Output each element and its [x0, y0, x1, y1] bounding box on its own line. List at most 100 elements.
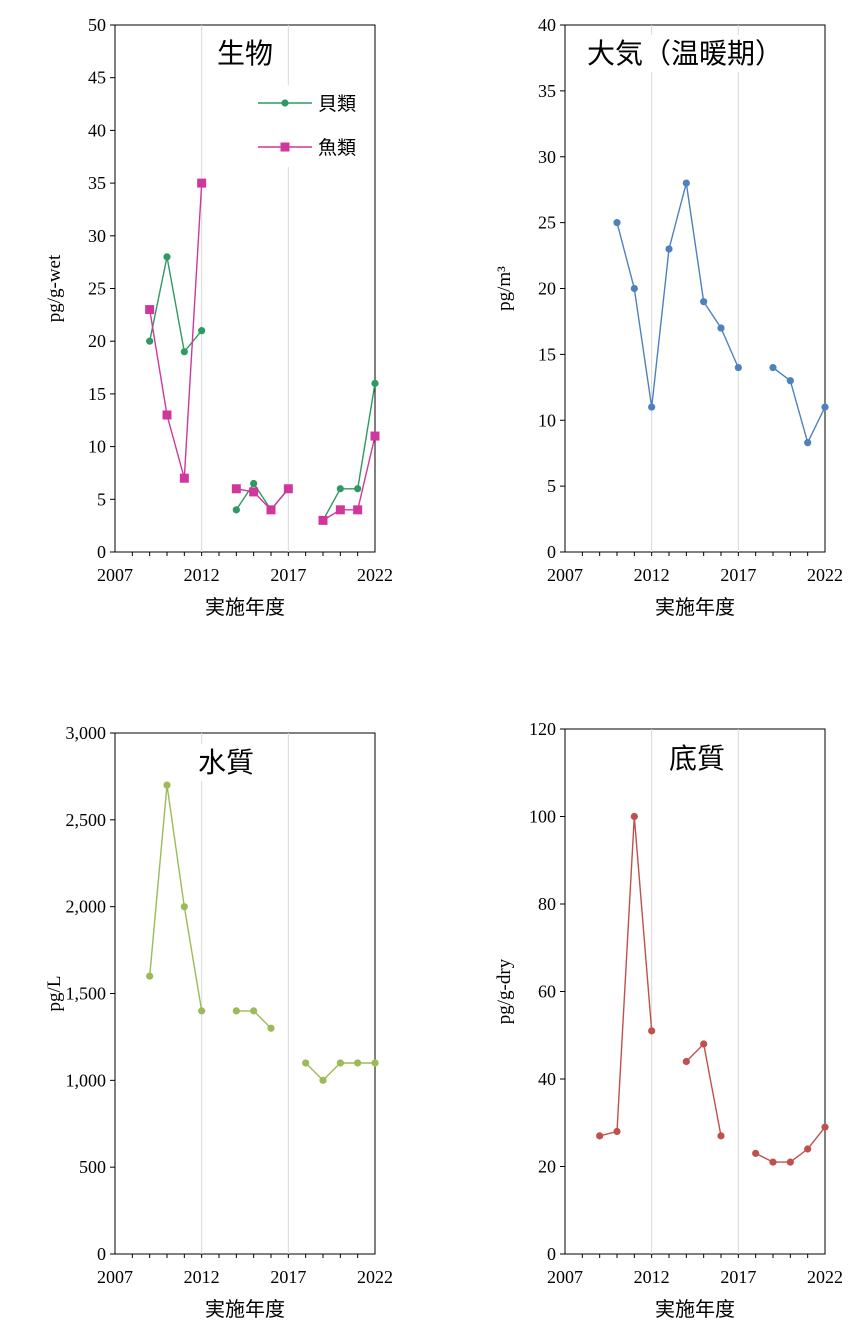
legend-label: 魚類 — [318, 137, 356, 159]
data-point — [232, 1007, 240, 1015]
plot-frame — [564, 24, 826, 553]
y-tick-label: 15 — [538, 344, 556, 364]
plot-frame — [114, 732, 376, 1255]
chart-title-backdrop — [193, 744, 259, 781]
data-point — [682, 179, 690, 187]
data-point — [198, 1007, 206, 1015]
x-tick-label: 2022 — [357, 565, 393, 585]
y-tick-label: 1,500 — [66, 984, 107, 1004]
y-tick-label: 30 — [88, 226, 106, 246]
data-point — [163, 781, 171, 789]
y-tick-label: 40 — [88, 120, 106, 140]
x-axis-title: 実施年度 — [205, 595, 285, 619]
data-point — [700, 298, 708, 306]
y-axis-title: pg/m³ — [494, 266, 515, 311]
data-point — [232, 506, 240, 514]
y-tick-label: 0 — [97, 1244, 106, 1264]
data-point — [250, 1007, 258, 1015]
series-line — [236, 488, 289, 511]
y-tick-label: 25 — [88, 279, 106, 299]
x-tick-label: 2012 — [184, 1267, 220, 1287]
x-axis-title: 実施年度 — [205, 1297, 285, 1321]
data-point — [648, 403, 656, 411]
y-tick-label: 20 — [538, 1157, 556, 1177]
x-tick-label: 2007 — [547, 565, 583, 585]
y-tick-label: 10 — [88, 437, 106, 457]
chart-title: 水質 — [198, 746, 254, 779]
data-point — [319, 1076, 327, 1084]
data-point — [302, 1059, 310, 1067]
y-tick-label: 80 — [538, 894, 556, 914]
data-point — [353, 505, 363, 515]
data-point — [162, 410, 172, 420]
data-point — [700, 1040, 708, 1048]
series-line — [599, 816, 653, 1137]
x-tick-label: 2017 — [720, 1267, 756, 1287]
y-tick-label: 45 — [88, 68, 106, 88]
data-point — [786, 377, 794, 385]
y-tick-label: 50 — [88, 15, 106, 35]
x-tick-label: 2007 — [97, 565, 133, 585]
data-point — [231, 484, 241, 494]
x-axis-title: 実施年度 — [655, 1297, 735, 1321]
x-tick-label: 2017 — [270, 1267, 306, 1287]
data-point — [163, 253, 171, 261]
series-2 — [145, 178, 380, 525]
y-tick-label: 40 — [538, 15, 556, 35]
y-tick-label: 5 — [97, 489, 106, 509]
data-point — [734, 363, 742, 372]
chart-title: 大気（温暖期） — [587, 37, 783, 70]
series-line — [772, 367, 826, 445]
data-point — [146, 972, 154, 980]
data-point — [786, 1158, 794, 1166]
data-point — [821, 1123, 829, 1131]
x-tick-label: 2022 — [807, 565, 843, 585]
data-point — [335, 505, 345, 515]
data-point — [354, 485, 362, 493]
y-tick-label: 25 — [538, 213, 556, 233]
data-point — [180, 348, 188, 356]
y-tick-label: 40 — [538, 1069, 556, 1089]
legend-box — [246, 85, 369, 167]
data-point — [250, 479, 258, 488]
data-point — [180, 903, 188, 911]
x-tick-label: 2017 — [720, 565, 756, 585]
data-point — [179, 473, 189, 483]
data-point — [648, 1027, 656, 1035]
data-point — [267, 1024, 275, 1032]
data-point — [145, 305, 155, 315]
x-tick-label: 2012 — [634, 1267, 670, 1287]
data-point — [613, 219, 621, 227]
x-axis-title: 実施年度 — [655, 595, 735, 619]
chart-1: 0 5 10 15 20 25 30 35 40 45 50 2007 2012 2017 2022 実施年度… — [44, 15, 393, 619]
series-line — [149, 183, 203, 479]
y-axis-title: pg/L — [44, 976, 65, 1012]
x-tick-label: 2007 — [97, 1267, 133, 1287]
data-point — [769, 1158, 777, 1166]
chart-title-backdrop — [582, 35, 788, 72]
x-tick-label: 2022 — [357, 1267, 393, 1287]
y-tick-label: 0 — [547, 542, 556, 562]
y-tick-label: 5 — [547, 476, 556, 496]
legend-entry: 魚類 — [258, 137, 356, 159]
chart-title-backdrop — [212, 35, 278, 72]
series-1 — [146, 781, 379, 1084]
y-tick-label: 15 — [88, 384, 106, 404]
y-tick-label: 0 — [97, 542, 106, 562]
y-tick-label: 2,500 — [66, 810, 107, 830]
data-point — [283, 484, 293, 494]
plot-frame — [564, 728, 826, 1255]
data-point — [318, 515, 328, 525]
data-point — [630, 812, 638, 821]
data-point — [613, 1127, 621, 1136]
chart-2: 0 5 10 15 20 25 30 35 40 2007 2012 2017 2022 実施年度 pg/m… — [494, 15, 843, 619]
data-point — [146, 337, 154, 345]
x-tick-label: 2022 — [807, 1267, 843, 1287]
legend-label: 貝類 — [318, 93, 356, 115]
data-point — [371, 379, 379, 387]
data-point — [354, 1059, 362, 1067]
data-point — [804, 439, 812, 447]
data-point — [717, 324, 725, 332]
data-point — [769, 363, 777, 372]
